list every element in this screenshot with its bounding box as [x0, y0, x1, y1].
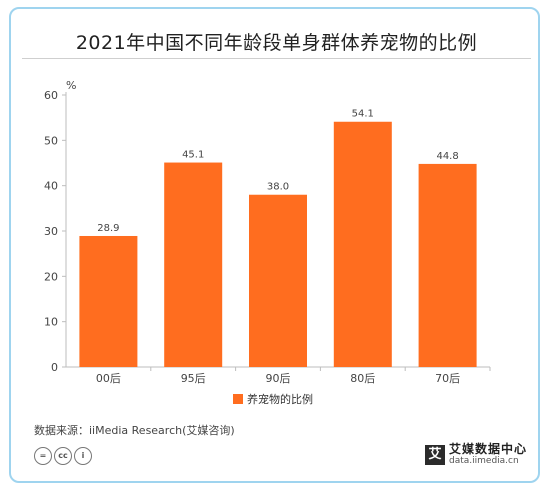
logo-url: data.iimedia.cn — [449, 456, 519, 466]
y-tick-label: 0 — [51, 361, 58, 374]
bar — [249, 194, 307, 367]
bar — [418, 163, 477, 367]
logo-mark: 艾 — [425, 445, 445, 465]
x-tick-label: 00后 — [96, 372, 121, 385]
legend: 养宠物的比例 — [233, 391, 313, 407]
data-label: 28.9 — [97, 223, 119, 234]
data-label: 38.0 — [267, 182, 289, 193]
data-label: 44.8 — [436, 151, 458, 162]
bar — [79, 235, 138, 367]
y-tick-label: 50 — [44, 134, 58, 147]
x-tick-label: 80后 — [350, 372, 375, 385]
cc-nd-icon: = — [34, 447, 52, 465]
bar — [333, 121, 392, 367]
y-tick-label: 60 — [44, 89, 58, 102]
y-tick-label: 10 — [44, 316, 58, 329]
x-tick-label: 70后 — [435, 372, 460, 385]
chart-title: 2021年中国不同年龄段单身群体养宠物的比例 — [75, 32, 478, 54]
data-label: 54.1 — [352, 109, 374, 120]
license-icons: = cc i — [34, 447, 92, 465]
cc-by-icon: i — [74, 447, 92, 465]
cc-icon: cc — [54, 447, 72, 465]
legend-label: 养宠物的比例 — [247, 393, 313, 406]
data-label: 45.1 — [182, 150, 204, 161]
legend-swatch — [233, 394, 243, 404]
y-tick-label: 20 — [44, 270, 58, 283]
y-tick-label: 40 — [44, 180, 58, 193]
bar — [164, 162, 223, 367]
data-source: 数据来源：iiMedia Research(艾媒咨询) — [34, 424, 235, 437]
y-tick-label: 30 — [44, 225, 58, 238]
x-tick-label: 90后 — [266, 372, 291, 385]
iimedia-logo: 艾 艾媒数据中心 data.iimedia.cn — [425, 443, 527, 467]
x-tick-label: 95后 — [181, 372, 206, 385]
logo-name: 艾媒数据中心 — [449, 442, 528, 456]
title-divider — [22, 58, 531, 59]
y-axis-unit: % — [66, 79, 76, 92]
